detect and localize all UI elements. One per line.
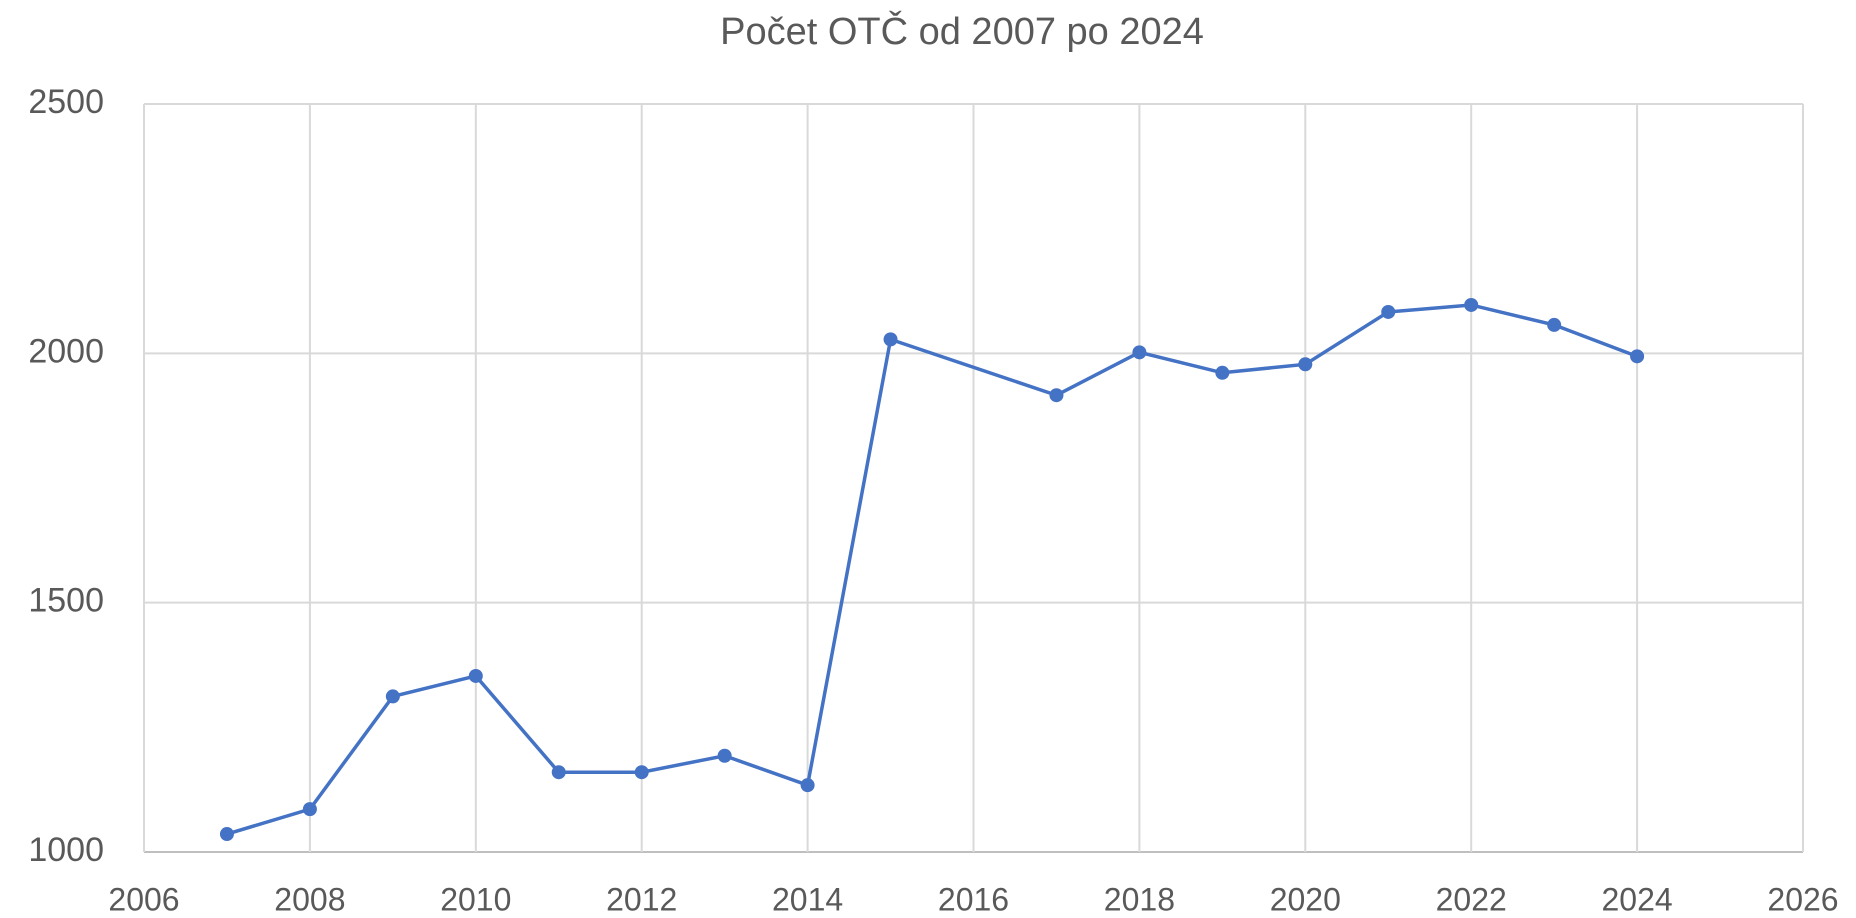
data-point	[1464, 297, 1479, 312]
data-point	[634, 765, 649, 780]
x-tick-label: 2020	[1270, 881, 1341, 913]
data-point	[468, 668, 483, 683]
data-point	[551, 765, 566, 780]
y-tick-label: 2000	[28, 332, 104, 370]
x-tick-label: 2018	[1104, 881, 1175, 913]
data-point	[883, 332, 898, 347]
x-tick-label: 2016	[938, 881, 1009, 913]
data-point	[800, 778, 815, 793]
x-tick-label: 2026	[1767, 881, 1838, 913]
x-tick-label: 2008	[274, 881, 345, 913]
data-point	[219, 827, 234, 842]
data-point	[1132, 345, 1147, 360]
data-point	[385, 689, 400, 704]
chart-title: Počet OTČ od 2007 po 2024	[720, 9, 1204, 53]
x-tick-label: 2024	[1602, 881, 1673, 913]
y-tick-label: 2500	[28, 83, 104, 121]
x-tick-label: 2006	[108, 881, 179, 913]
data-point	[1298, 357, 1313, 372]
data-point	[1215, 365, 1230, 380]
y-tick-label: 1000	[28, 831, 104, 869]
x-tick-label: 2012	[606, 881, 677, 913]
data-point	[717, 748, 732, 763]
x-tick-label: 2014	[772, 881, 843, 913]
x-tick-label: 2010	[440, 881, 511, 913]
data-point	[1547, 317, 1562, 332]
data-point	[1381, 304, 1396, 319]
data-point	[302, 802, 317, 817]
series-line	[226, 303, 1638, 836]
data-point	[1630, 349, 1645, 364]
x-tick-label: 2022	[1436, 881, 1507, 913]
data-point	[1049, 388, 1064, 403]
y-tick-label: 1500	[28, 582, 104, 620]
